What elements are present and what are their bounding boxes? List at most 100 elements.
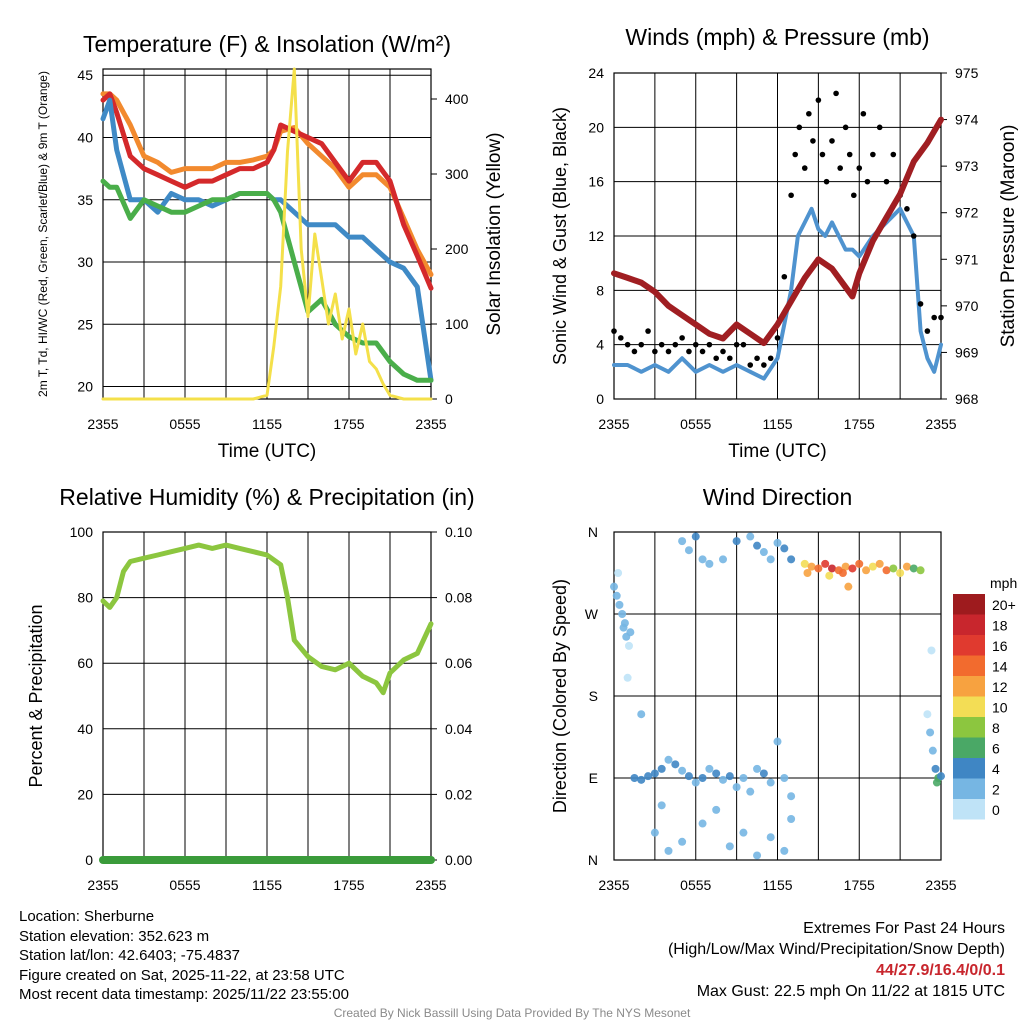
direction-point (882, 566, 891, 575)
y-tick-label: S (589, 688, 598, 704)
legend-swatch (953, 778, 985, 799)
x-tick-label: 2355 (925, 877, 956, 893)
x-axis-label: Time (UTC) (728, 441, 827, 462)
gust-point (883, 178, 890, 185)
y2-tick-label: 100 (445, 316, 469, 332)
direction-point (844, 582, 853, 591)
direction-point (678, 537, 687, 546)
direction-point (671, 760, 680, 769)
direction-point (650, 828, 659, 837)
gust-point (910, 233, 917, 239)
direction-point (780, 846, 789, 855)
direction-point (618, 610, 627, 618)
y-tick-label: 60 (77, 655, 93, 671)
direction-point (932, 778, 941, 787)
direction-point (766, 778, 775, 787)
extremes-panel: Extremes For Past 24 Hours (High/Low/Max… (668, 918, 1005, 1002)
direction-point (759, 769, 768, 778)
y-axis-label: Sonic Wind & Gust (Blue, Black) (550, 107, 570, 365)
gust-point (846, 151, 853, 158)
direction-point (725, 772, 734, 781)
gust-point (837, 165, 843, 171)
gust-point (638, 341, 645, 348)
direction-point (773, 538, 782, 547)
gust-point (856, 165, 863, 171)
gust-point (733, 341, 740, 348)
y-tick-label: W (585, 606, 599, 622)
y-tick-label: 0 (85, 852, 93, 868)
gust-point (781, 273, 788, 280)
chart-title: Temperature (F) & Insolation (W/m²) (83, 31, 451, 57)
direction-point (657, 764, 666, 773)
y2-tick-label: 0 (445, 391, 453, 407)
gust-point (611, 328, 617, 334)
gust-point (801, 165, 808, 171)
x-tick-label: 0555 (680, 877, 711, 893)
direction-point (644, 772, 653, 781)
gust-point (938, 314, 944, 321)
y-tick-label: 40 (77, 721, 93, 737)
figure-created: Figure created on Sat, 2025-11-22, at 23… (19, 966, 345, 984)
direction-point (855, 559, 864, 568)
y-tick-label: 0 (596, 391, 604, 407)
y-tick-label: 20 (588, 119, 604, 135)
legend-label: 0 (992, 802, 1000, 818)
direction-point (614, 569, 623, 577)
direction-point (766, 833, 775, 842)
series-line-relative-humidity (100, 542, 434, 696)
y2-tick-label: 971 (955, 251, 979, 267)
gust-point (806, 110, 812, 117)
direction-point (705, 559, 714, 568)
direction-point (698, 774, 707, 782)
direction-point (875, 559, 884, 568)
gust-point (720, 348, 726, 355)
x-tick-label: 1155 (252, 877, 282, 893)
direction-point (623, 673, 632, 682)
direction-point (825, 571, 834, 580)
station-latlon: Station lat/lon: 42.6403; -75.4837 (19, 947, 241, 964)
direction-point (698, 555, 707, 564)
x-tick-label: 0555 (169, 416, 200, 432)
y-axis-label: Direction (Colored By Speed) (550, 579, 570, 813)
direction-point (814, 564, 823, 573)
gust-point (819, 151, 826, 158)
direction-point (732, 783, 741, 792)
gust-point (823, 178, 830, 185)
y-tick-label: 8 (596, 282, 604, 298)
legend-label: 6 (992, 741, 1000, 757)
direction-point (691, 778, 700, 787)
direction-point (753, 541, 762, 550)
y-tick-label: 30 (77, 254, 93, 270)
direction-point (712, 805, 721, 814)
direction-point (691, 532, 700, 541)
gust-point (631, 348, 638, 355)
direction-point (902, 562, 911, 571)
legend-swatch (953, 655, 985, 676)
y-tick-label: 24 (588, 65, 604, 81)
direction-point (684, 772, 693, 781)
gust-point (810, 138, 816, 144)
y2-tick-label: 200 (445, 241, 469, 257)
legend-label: 10 (992, 700, 1008, 716)
gust-point (679, 335, 685, 341)
direction-point (828, 564, 836, 573)
direction-point (725, 842, 734, 851)
direction-point (698, 819, 707, 828)
legend-swatch (953, 635, 985, 656)
x-tick-label: 1755 (844, 416, 875, 432)
station-location: Location: Sherburne (19, 908, 155, 925)
gust-point (624, 341, 631, 348)
y2-tick-label: 0.06 (445, 655, 472, 671)
gust-point (747, 362, 754, 368)
gust-point (860, 110, 867, 117)
direction-point (637, 710, 646, 719)
legend-swatch (953, 594, 985, 615)
chart-title: Wind Direction (703, 484, 853, 510)
x-tick-label: 1755 (844, 877, 875, 893)
x-tick-label: 2355 (925, 416, 956, 432)
series-line-2m-td (100, 178, 434, 383)
gust-point (658, 341, 665, 348)
temperature-chart: 2355 0555 1155 1755 2355 Temperature (F) & In… (36, 31, 505, 462)
direction-point (841, 562, 850, 571)
gust-point (842, 124, 849, 131)
